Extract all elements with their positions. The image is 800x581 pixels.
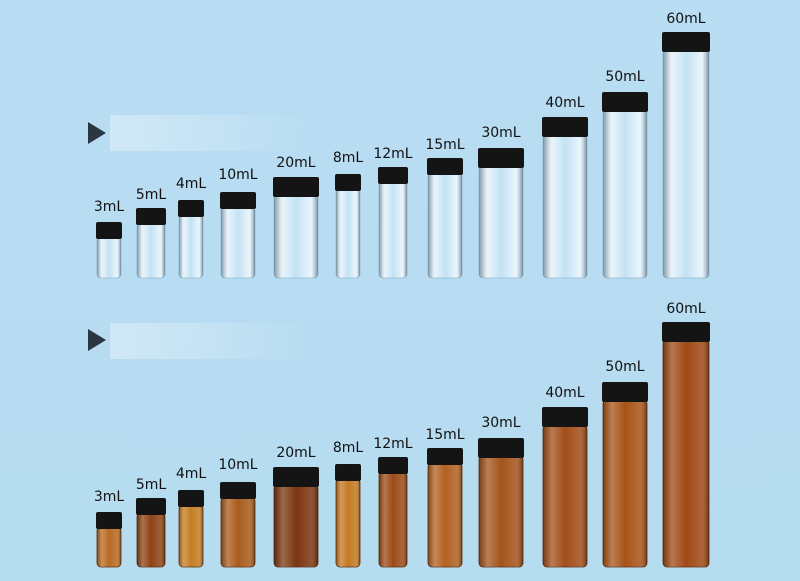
vial-shine	[274, 195, 318, 278]
vial-label: 8mL	[333, 150, 364, 166]
banner	[110, 115, 310, 151]
vial-shine	[97, 237, 121, 278]
vial-label: 30mL	[481, 125, 520, 141]
vial-label: 20mL	[276, 445, 315, 461]
vial-shine	[428, 463, 462, 567]
vial-shine	[663, 50, 709, 278]
vial-shine	[137, 513, 165, 567]
vial-label: 40mL	[545, 95, 584, 111]
vial-shine	[603, 400, 647, 567]
vial-label: 3mL	[94, 489, 125, 505]
vial-label: 50mL	[605, 69, 644, 85]
vial-cap	[178, 200, 204, 217]
vial-cap	[378, 167, 408, 184]
vial-label: 15mL	[425, 137, 464, 153]
vial-cap	[602, 382, 648, 402]
vial-shine	[97, 527, 121, 567]
vial-shine	[336, 479, 360, 567]
vial-cap	[136, 498, 166, 515]
vial-cap	[662, 322, 710, 342]
vial-label: 40mL	[545, 385, 584, 401]
vial-shine	[479, 166, 523, 278]
vial-label: 50mL	[605, 359, 644, 375]
vial-cap	[96, 222, 122, 239]
vial-shine	[137, 223, 165, 278]
vial-shine	[428, 173, 462, 278]
vial-shine	[603, 110, 647, 278]
vial-cap	[427, 158, 463, 175]
vial-shine	[479, 456, 523, 567]
vial-label: 4mL	[176, 466, 207, 482]
vial-cap	[220, 482, 256, 499]
vial-label: 20mL	[276, 155, 315, 171]
vial-cap	[178, 490, 204, 507]
vial-label: 4mL	[176, 176, 207, 192]
vial-label: 10mL	[218, 167, 257, 183]
vial-shine	[379, 182, 407, 278]
vial-label: 60mL	[666, 11, 705, 27]
vial-cap	[427, 448, 463, 465]
vial-label: 5mL	[136, 187, 167, 203]
vial-label: 30mL	[481, 415, 520, 431]
vial-shine	[379, 472, 407, 567]
vial-cap	[220, 192, 256, 209]
vial-label: 5mL	[136, 477, 167, 493]
vial-shine	[543, 135, 587, 278]
vial-cap	[478, 438, 524, 458]
vial-cap	[136, 208, 166, 225]
vial-cap	[662, 32, 710, 52]
vial-cap	[273, 467, 319, 487]
vial-cap	[478, 148, 524, 168]
vial-label: 8mL	[333, 440, 364, 456]
vial-shine	[221, 497, 255, 567]
vial-shine	[221, 207, 255, 278]
vial-label: 3mL	[94, 199, 125, 215]
vial-shine	[663, 340, 709, 567]
vial-cap	[335, 464, 361, 481]
vial-shine	[179, 505, 203, 567]
vial-shine	[336, 189, 360, 278]
vial-cap	[542, 117, 588, 137]
vial-label: 10mL	[218, 457, 257, 473]
vial-label: 15mL	[425, 427, 464, 443]
vial-label: 12mL	[373, 146, 412, 162]
banner	[110, 323, 310, 359]
vial-shine	[543, 425, 587, 567]
arrow	[88, 329, 106, 351]
vial-cap	[335, 174, 361, 191]
arrow	[88, 122, 106, 144]
vial-cap	[542, 407, 588, 427]
vial-label: 12mL	[373, 436, 412, 452]
vial-cap	[273, 177, 319, 197]
vial-shine	[179, 215, 203, 278]
vial-cap	[602, 92, 648, 112]
vial-shine	[274, 485, 318, 567]
vials: 3mL 5mL 4mL 10mL 20mL 8mL 12mL 15mL 30mL 40mL 50mL…	[94, 11, 710, 568]
vial-cap	[96, 512, 122, 529]
vial-label: 60mL	[666, 301, 705, 317]
vial-cap	[378, 457, 408, 474]
